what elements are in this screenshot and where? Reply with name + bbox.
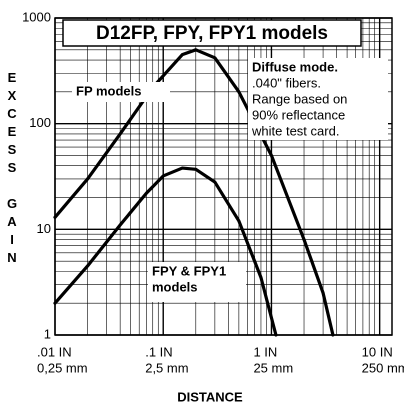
annotation: FP models (76, 83, 142, 98)
curve (53, 48, 335, 337)
annotation: white test card. (251, 123, 339, 138)
annotation: FPY & FPY1 (152, 263, 226, 278)
x-tick-sublabel: 0,25 mm (37, 360, 88, 375)
x-tick-label: 10 IN (362, 344, 393, 359)
x-tick-sublabel: 250 mm (362, 360, 404, 375)
annotation: Diffuse mode. (252, 59, 338, 74)
x-tick-label: .1 IN (145, 344, 172, 359)
y-tick-label: 1 (44, 326, 51, 341)
annotation-box (248, 58, 388, 140)
x-tick-label: .01 IN (37, 344, 72, 359)
y-tick-label: 1000 (22, 9, 51, 24)
x-tick-sublabel: 25 mm (253, 360, 293, 375)
y-axis-label: EXCESS GAIN (5, 70, 20, 268)
annotation: .040" fibers. (252, 75, 321, 90)
y-tick-label: 100 (29, 115, 51, 130)
x-tick-label: 1 IN (253, 344, 277, 359)
title-box (62, 19, 362, 47)
annotation: 90% reflectance (252, 107, 345, 122)
annotation: models (152, 279, 198, 294)
x-axis-label: DISTANCE (177, 389, 243, 404)
y-tick-label: 10 (37, 221, 51, 236)
chart-title: D12FP, FPY, FPY1 models (96, 23, 328, 44)
annotation: Range based on (252, 91, 347, 106)
curve (53, 166, 278, 337)
annotation-box (148, 262, 246, 302)
annotation-box (72, 82, 170, 102)
x-tick-sublabel: 2,5 mm (145, 360, 188, 375)
